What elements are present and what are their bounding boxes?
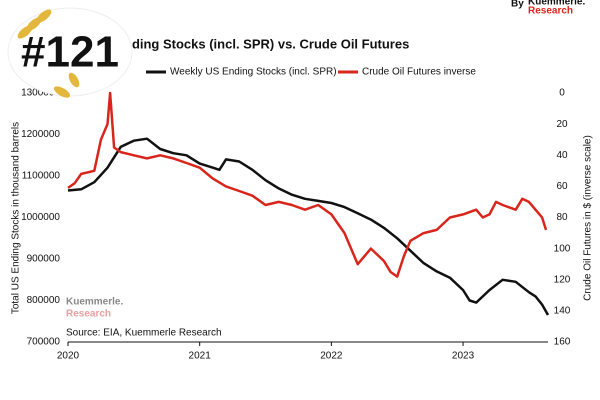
badge-text: #121 xyxy=(21,28,119,77)
brand: Kuemmerle. xyxy=(528,0,585,8)
legend-label: Crude Oil Futures inverse xyxy=(362,67,476,78)
x-tick-label: 2022 xyxy=(320,351,343,362)
x-tick-label: 2023 xyxy=(452,351,475,362)
source: Source: EIA, Kuemmerle Research xyxy=(66,328,222,339)
y2-tick-label: 140 xyxy=(554,306,571,317)
plot-area: 700000 800000 900000 1000000 1100000 1200000 1… xyxy=(21,88,571,362)
y-tick-label: 1300000 xyxy=(21,88,60,99)
legend-label: Weekly US Ending Stocks (incl. SPR) xyxy=(170,67,337,78)
brand-sub: Research xyxy=(528,6,573,17)
y2-tick-label: 40 xyxy=(556,150,568,161)
x-tick-label: 2020 xyxy=(57,351,80,362)
y2-tick-label: 80 xyxy=(556,212,568,223)
y-tick-label: 900000 xyxy=(27,254,61,265)
y2-tick-label: 60 xyxy=(556,181,568,192)
watermark-brand: Kuemmerle. xyxy=(66,297,123,308)
badge-group: #121 xyxy=(7,7,133,98)
y-tick-label: 700000 xyxy=(27,337,61,348)
series-line xyxy=(67,137,550,316)
x-tick-label: 2021 xyxy=(189,351,212,362)
y2-tick-label: 20 xyxy=(556,119,568,130)
y2-tick-label: 0 xyxy=(559,88,565,99)
y2-axis-title: Crude Oil Futures in $ (inverse scale) xyxy=(583,135,594,301)
series-line xyxy=(67,91,548,278)
watermark-sub: Research xyxy=(66,309,111,320)
y2-tick-label: 120 xyxy=(554,274,571,285)
wheat-icon xyxy=(17,9,80,98)
y2-tick-label: 160 xyxy=(554,337,571,348)
y-tick-label: 800000 xyxy=(27,295,61,306)
y-tick-label: 1100000 xyxy=(22,171,61,182)
y-tick-label: 1000000 xyxy=(21,212,60,223)
y2-tick-label: 100 xyxy=(554,243,571,254)
y-tick-label: 1200000 xyxy=(21,129,60,140)
chart-title: nding Stocks (incl. SPR) vs. Crude Oil F… xyxy=(124,36,409,51)
badge-bg xyxy=(7,7,133,97)
y-axis-title: Total US Ending Stocks in thousand barre… xyxy=(11,122,22,314)
byline: By xyxy=(511,0,524,10)
